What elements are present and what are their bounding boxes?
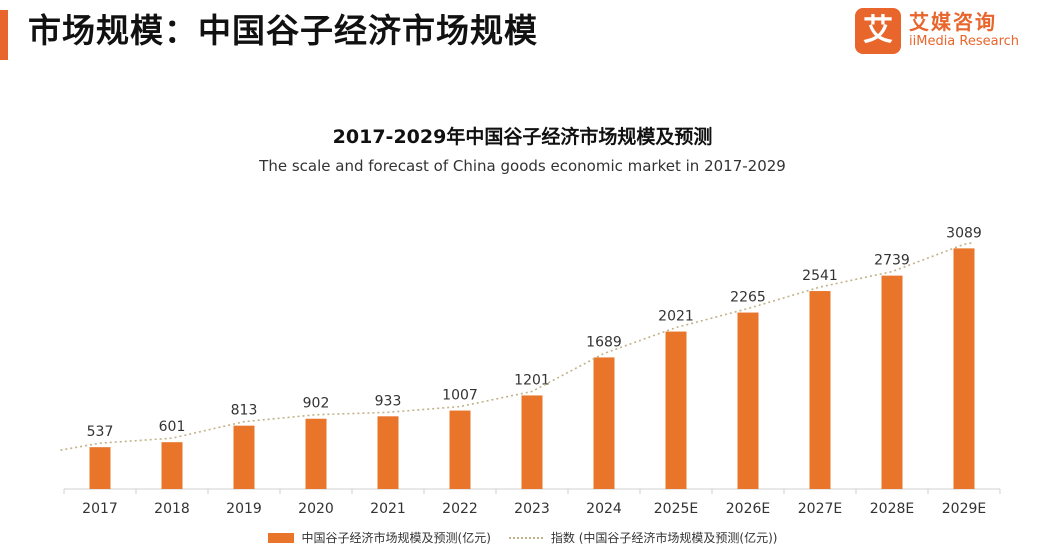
x-tick-label: 2021 [370, 501, 406, 517]
bar [449, 410, 471, 489]
bar [665, 331, 687, 489]
bar [377, 416, 399, 489]
data-label: 601 [159, 419, 186, 435]
data-label: 2541 [802, 268, 838, 284]
x-tick-label: 2025E [654, 501, 698, 517]
legend-bar-swatch [267, 532, 294, 543]
brand-logo: 艾 艾媒咨询 iiMedia Research [855, 6, 1035, 58]
x-tick-label: 2024 [586, 501, 622, 517]
x-tick-label: 2019 [226, 501, 262, 517]
brand-name-cn: 艾媒咨询 [909, 10, 997, 34]
x-tick-label: 2028E [870, 501, 914, 517]
bar [521, 395, 543, 489]
data-label: 902 [303, 396, 330, 412]
data-label: 933 [375, 393, 402, 409]
legend-bar-label: 中国谷子经济市场规模及预测(亿元) [301, 531, 491, 545]
chart-legend: 中国谷子经济市场规模及预测(亿元) 指数 (中国谷子经济市场规模及预测(亿元)) [0, 529, 1045, 546]
bar [809, 291, 831, 489]
page-title: 市场规模：中国谷子经济市场规模 [28, 11, 538, 50]
brand-logo-icon: 艾 [855, 8, 901, 54]
data-label: 813 [231, 403, 258, 419]
data-label: 1689 [586, 334, 622, 350]
bar [881, 275, 903, 489]
brand-name-en: iiMedia Research [909, 34, 1020, 49]
data-label: 2265 [730, 290, 766, 306]
data-label: 1007 [442, 388, 478, 404]
x-tick-label: 2026E [726, 501, 770, 517]
x-tick-label: 2017 [82, 501, 118, 517]
data-label: 1201 [514, 372, 550, 388]
legend-trendline-swatch [508, 536, 543, 539]
title-accent-bar [0, 10, 8, 60]
data-label: 3089 [946, 225, 982, 241]
bar [953, 248, 975, 489]
data-label: 2739 [874, 253, 910, 269]
data-label: 537 [87, 424, 114, 440]
bar [593, 357, 615, 489]
trend-line [60, 241, 975, 451]
data-label: 2021 [658, 309, 694, 325]
bar [233, 425, 255, 489]
x-tick-label: 2023 [514, 501, 550, 517]
bar [161, 442, 183, 489]
x-tick-label: 2027E [798, 501, 842, 517]
bar [89, 447, 111, 489]
chart-subtitle: The scale and forecast of China goods ec… [259, 157, 786, 175]
legend-trendline-label: 指数 (中国谷子经济市场规模及预测(亿元)) [550, 531, 778, 545]
bar [737, 312, 759, 489]
x-tick-label: 2022 [442, 501, 478, 517]
chart-title: 2017-2029年中国谷子经济市场规模及预测 [332, 126, 713, 148]
x-tick-label: 2029E [942, 501, 986, 517]
x-tick-label: 2018 [154, 501, 190, 517]
x-tick-label: 2020 [298, 501, 334, 517]
bar [305, 418, 327, 489]
